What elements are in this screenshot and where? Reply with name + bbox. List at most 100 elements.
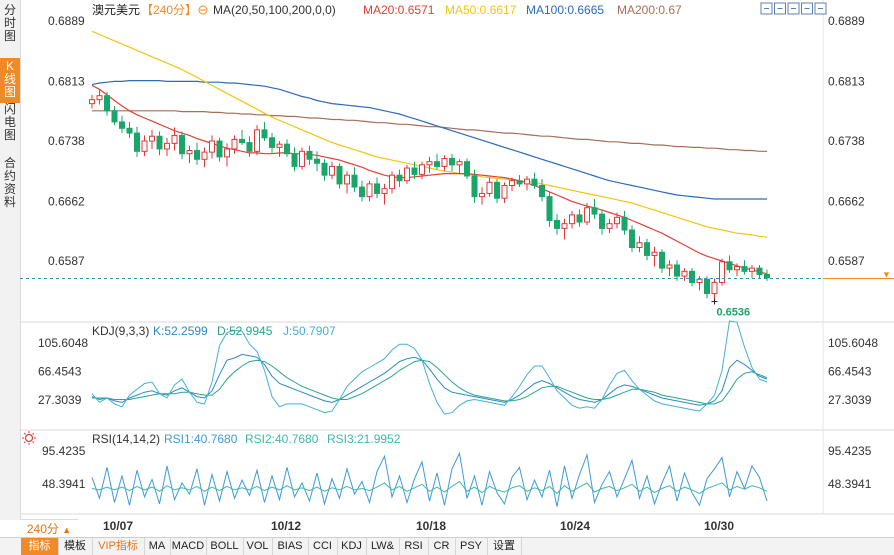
side-tab-label: 分时图 xyxy=(4,3,17,43)
candle-body xyxy=(464,161,470,177)
moving-average-lines xyxy=(91,30,768,275)
period-selector[interactable]: 240分 ▲ xyxy=(20,519,78,538)
side-tab-fenshi[interactable]: 分时图 xyxy=(0,2,20,47)
candle-body xyxy=(741,266,748,272)
candle-body xyxy=(179,134,185,155)
candle-body xyxy=(276,143,283,148)
candle-body xyxy=(704,278,710,295)
ma50-line xyxy=(91,30,768,238)
ma200-line xyxy=(92,110,767,152)
price-axis-label-left: 0.6738 xyxy=(48,134,85,148)
rsi-axis-label-right: 95.4235 xyxy=(828,444,872,458)
kdj-axis-label-right: 66.4543 xyxy=(828,365,872,379)
candle-body xyxy=(374,183,380,194)
candle-body xyxy=(209,140,215,153)
candle-body xyxy=(569,214,575,225)
candle-body xyxy=(726,261,733,271)
price-axis-label-right: 0.6889 xyxy=(828,14,865,28)
x-axis-label: 10/24 xyxy=(560,519,590,533)
kdj-axis-label-left: 66.4543 xyxy=(38,365,82,379)
candle-body xyxy=(516,180,523,185)
indicator-tab[interactable]: 设置 xyxy=(487,538,522,555)
candle-body xyxy=(321,162,328,176)
candle-body xyxy=(441,157,448,167)
candle-body xyxy=(501,185,508,199)
candle-body xyxy=(224,148,230,158)
side-tab-heyue[interactable]: 合约资料 xyxy=(0,155,20,213)
indicator-tab[interactable]: RSI xyxy=(399,538,429,555)
ma20-line xyxy=(91,84,768,275)
candle-body xyxy=(456,161,463,166)
indicator-tab[interactable]: VIP指标 xyxy=(92,538,145,555)
ma100-legend: MA100:0.6665 xyxy=(526,3,604,17)
candle-body xyxy=(554,219,560,229)
kdj-axis-label-right: 27.3039 xyxy=(828,393,872,407)
candle-body xyxy=(591,207,598,215)
kdj-axis-label-left: 105.6048 xyxy=(38,336,88,350)
candle-body xyxy=(119,121,125,129)
candle-body xyxy=(614,216,620,225)
candle-body xyxy=(659,251,665,269)
candle-body xyxy=(599,213,605,229)
candle-body xyxy=(404,167,410,182)
indicator-tab[interactable]: 模板 xyxy=(58,538,93,555)
side-tab-bar: 分时图 K线图闪电图合约资料 xyxy=(0,0,21,520)
indicator-tab[interactable]: MACD xyxy=(170,538,207,555)
kdj-k-value: K:52.2599 xyxy=(153,324,208,338)
candle-body xyxy=(351,174,358,188)
symbol-title: 澳元美元 xyxy=(92,3,140,17)
x-axis-label: 10/30 xyxy=(704,519,734,533)
candle-body xyxy=(711,281,718,295)
rsi1-value: RSI1:40.7680 xyxy=(164,432,238,446)
candle-body xyxy=(621,216,628,231)
indicator-tab[interactable]: BOLL xyxy=(206,538,244,555)
price-axis-label-left: 0.6662 xyxy=(48,194,85,208)
candle-body xyxy=(734,266,740,271)
candle-body xyxy=(239,138,245,144)
grid-lines xyxy=(20,0,894,515)
candle-body xyxy=(171,134,178,144)
indicator-tab[interactable]: BIAS xyxy=(272,538,309,555)
candle-body xyxy=(126,127,133,134)
kdj-series-d xyxy=(92,359,768,405)
side-tab-shandian[interactable]: 闪电图 xyxy=(0,101,20,146)
candle-body xyxy=(141,140,148,152)
ma100-line xyxy=(91,79,767,200)
candle-body xyxy=(186,150,193,155)
indicator-tab[interactable]: CR xyxy=(428,538,456,555)
candle-body xyxy=(164,142,170,150)
candle-body xyxy=(449,157,455,166)
rsi-title: RSI(14,14,2) xyxy=(92,432,160,446)
candle-body xyxy=(524,178,530,185)
sun-icon xyxy=(23,441,26,444)
candle-body xyxy=(494,181,500,199)
candle-body xyxy=(764,274,770,279)
candle-body xyxy=(749,267,755,272)
side-tab-label: 合约资料 xyxy=(4,156,17,209)
candle-body xyxy=(756,267,763,276)
indicator-tab[interactable]: VOL xyxy=(243,538,273,555)
candle-body xyxy=(576,214,583,223)
indicator-tab[interactable]: LW& xyxy=(366,538,400,555)
indicator-tab[interactable]: KDJ xyxy=(337,538,367,555)
indicator-tab[interactable]: MA xyxy=(144,538,171,555)
ma20-legend: MA20:0.6571 xyxy=(363,3,435,17)
candle-body xyxy=(366,183,373,198)
candle-body xyxy=(201,151,208,160)
candle-body xyxy=(336,165,343,185)
period-title: 【240分】 xyxy=(141,3,197,17)
candle-body xyxy=(134,132,140,152)
indicator-tab[interactable]: PSY xyxy=(455,538,488,555)
candle-body xyxy=(636,242,643,248)
indicator-tab[interactable]: 指标 xyxy=(21,538,59,555)
candle-body xyxy=(254,129,260,152)
candle-body xyxy=(246,142,253,152)
candle-body xyxy=(299,150,305,167)
candle-body xyxy=(419,164,425,175)
chart-canvas: 0.6889 0.6889 0.6813 0.6813 0.6738 0.6738 0.66… xyxy=(20,0,894,533)
side-tab-kline[interactable]: K线图 xyxy=(0,58,20,103)
indicator-tab[interactable]: CCI xyxy=(308,538,338,555)
caret-up-icon: ▲ xyxy=(62,525,72,535)
candle-body xyxy=(89,99,95,105)
side-tab-label: K线图 xyxy=(4,59,17,99)
